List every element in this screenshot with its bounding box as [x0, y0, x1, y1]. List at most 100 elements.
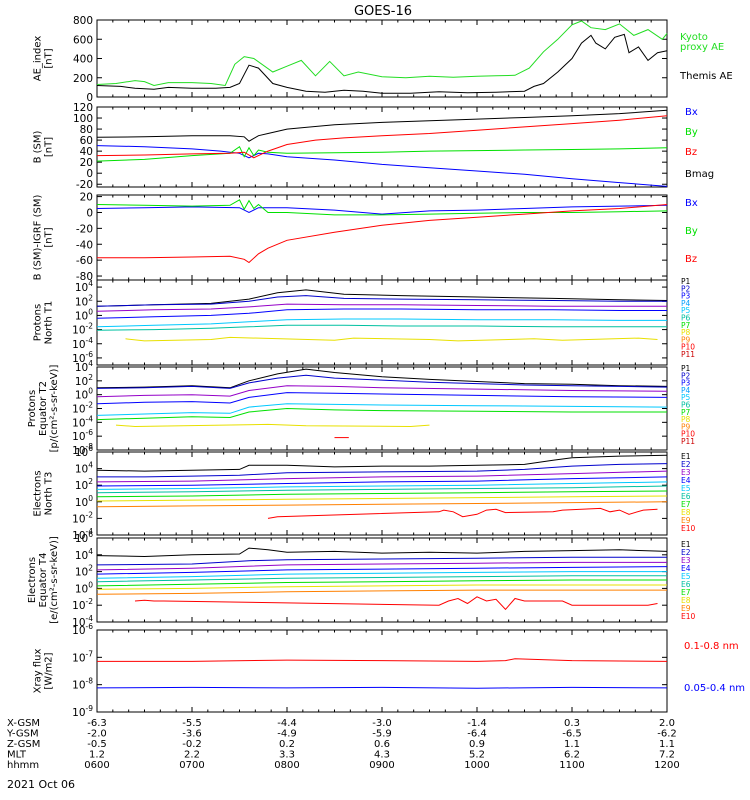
x-axis-value: -6.4 [467, 729, 487, 740]
y-tick-label: 120 [73, 102, 93, 114]
legend-bsm-entry: Bz [685, 147, 697, 158]
y-tick-label: 102 [75, 373, 93, 388]
x-axis-value: -0.5 [87, 739, 107, 750]
panel-frame [96, 194, 668, 281]
series-electrons_t3-e9 [96, 501, 668, 508]
x-axis-value: -5.9 [372, 729, 392, 740]
y-tick-label: 10-4 [72, 414, 93, 429]
y-tick-label: 106 [75, 530, 93, 545]
y-axis-label: [p/(cm²-s-sr-keV)] [49, 365, 60, 453]
y-tick-label: 10-9 [72, 704, 93, 719]
y-tick-label: 100 [75, 307, 93, 322]
legend-electrons_t3-entry: E10 [681, 524, 696, 533]
panel-frame [96, 629, 668, 713]
legend-protons_t2-entry: P7 [681, 408, 691, 417]
x-axis-value: -4.9 [277, 729, 297, 740]
y-tick-label: 0 [86, 168, 93, 180]
y-axis-label: Equator T2 [38, 381, 49, 436]
y-tick-label: 0 [86, 92, 93, 104]
y-axis-label: Protons [27, 390, 38, 427]
x-axis-value: -5.5 [182, 718, 202, 729]
legend-protons_t1-entry: P7 [681, 321, 691, 330]
y-axis-label: [nT] [44, 137, 55, 157]
series-bsm-bmag [96, 109, 668, 142]
legend-protons_t1-entry: P10 [681, 343, 695, 352]
series-protons_t1-p5 [96, 318, 667, 328]
y-tick-label: 100 [75, 387, 93, 402]
x-axis-value: 1200 [654, 760, 679, 771]
y-tick-label: 10-4 [72, 336, 93, 351]
x-axis-value: -6.3 [87, 718, 107, 729]
series-electrons_t3-e7 [96, 490, 668, 498]
y-tick-label: 100 [75, 494, 93, 509]
x-axis-value: -2.0 [87, 729, 107, 740]
legend-electrons_t4-entry: E2 [681, 548, 691, 557]
y-tick-label: 104 [75, 547, 93, 562]
series-protons_t1-p2 [96, 295, 667, 307]
x-axis-value: 7.2 [659, 750, 675, 761]
y-tick-label: -20 [76, 223, 93, 235]
x-axis-value: -6.2 [657, 729, 677, 740]
series-protons_t2-p2 [96, 374, 668, 389]
x-axis-value: 0.2 [279, 739, 295, 750]
series-electrons_t3-e10 [267, 507, 658, 519]
legend-bsm-entry: By [685, 127, 698, 138]
series-electrons_t4-e4 [96, 566, 668, 575]
series-xray-0-05-0-4-nm [96, 686, 668, 689]
y-axis-label: AE_index [33, 36, 44, 82]
x-axis-value: 0.9 [469, 739, 485, 750]
date-label: 2021 Oct 06 [7, 778, 75, 791]
y-axis-label: [nT] [44, 227, 55, 247]
x-axis-value: 0800 [274, 760, 299, 771]
x-axis-value: 0600 [84, 760, 109, 771]
legend-electrons_t4-entry: E1 [681, 540, 691, 549]
series-bsm-bz [96, 115, 668, 159]
x-axis-row-label: hhmm [7, 760, 39, 771]
y-tick-exponent: -2 [86, 322, 94, 331]
y-tick-exponent: -2 [86, 510, 94, 519]
y-axis-label: Electrons [33, 470, 44, 516]
legend-protons_t1-entry: P6 [681, 314, 691, 323]
series-electrons_t4-e7 [96, 579, 667, 587]
y-axis-label: Xray flux [33, 649, 44, 694]
y-tick-label: 10-7 [72, 649, 93, 664]
y-tick-label: 80 [80, 124, 93, 136]
legend-electrons_t3-entry: E7 [681, 500, 691, 509]
y-tick-exponent: 2 [88, 477, 93, 486]
y-tick-exponent: -4 [86, 527, 94, 536]
x-axis-value: 2.0 [659, 718, 675, 729]
series-bsm_igrf-bx [96, 204, 668, 215]
x-axis-value: 4.3 [374, 750, 390, 761]
legend-electrons_t4-entry: E4 [681, 564, 691, 573]
panel-frame [96, 366, 668, 451]
series-protons_t2-p3 [96, 385, 668, 398]
series-protons_t1-p3 [96, 303, 667, 312]
y-tick-label: 800 [73, 15, 93, 27]
y-tick-exponent: 6 [88, 444, 93, 453]
series-electrons_t4-e1 [96, 547, 668, 558]
x-axis-value: 0900 [369, 760, 394, 771]
x-axis-value: -6.5 [562, 729, 582, 740]
panel-frame [96, 19, 668, 98]
legend-electrons_t3-entry: E9 [681, 516, 691, 525]
legend-protons_t2-entry: P9 [681, 422, 691, 431]
y-tick-exponent: -2 [86, 597, 94, 606]
x-axis-row-label: Z-GSM [7, 739, 40, 750]
series-electrons_t3-e6 [96, 485, 668, 494]
legend-electrons_t4-entry: E7 [681, 588, 691, 597]
y-axis-label: B (SM)-IGRF (SM) [33, 195, 44, 281]
x-axis-value: 0.3 [564, 718, 580, 729]
y-tick-label: 102 [75, 477, 93, 492]
y-tick-label: -20 [76, 179, 93, 191]
series-electrons_t3-e4 [96, 476, 668, 487]
y-axis-label: [W/m2] [44, 652, 55, 689]
y-axis-label: North T3 [44, 472, 55, 516]
legend-protons_t2-entry: P5 [681, 393, 691, 402]
y-tick-label: 10-6 [72, 428, 93, 443]
series-bsm-bx [96, 145, 668, 187]
series-protons_t1-p1 [96, 289, 668, 307]
y-tick-label: 400 [73, 54, 93, 66]
x-axis-value: 5.2 [469, 750, 485, 761]
y-tick-exponent: 2 [88, 564, 93, 573]
